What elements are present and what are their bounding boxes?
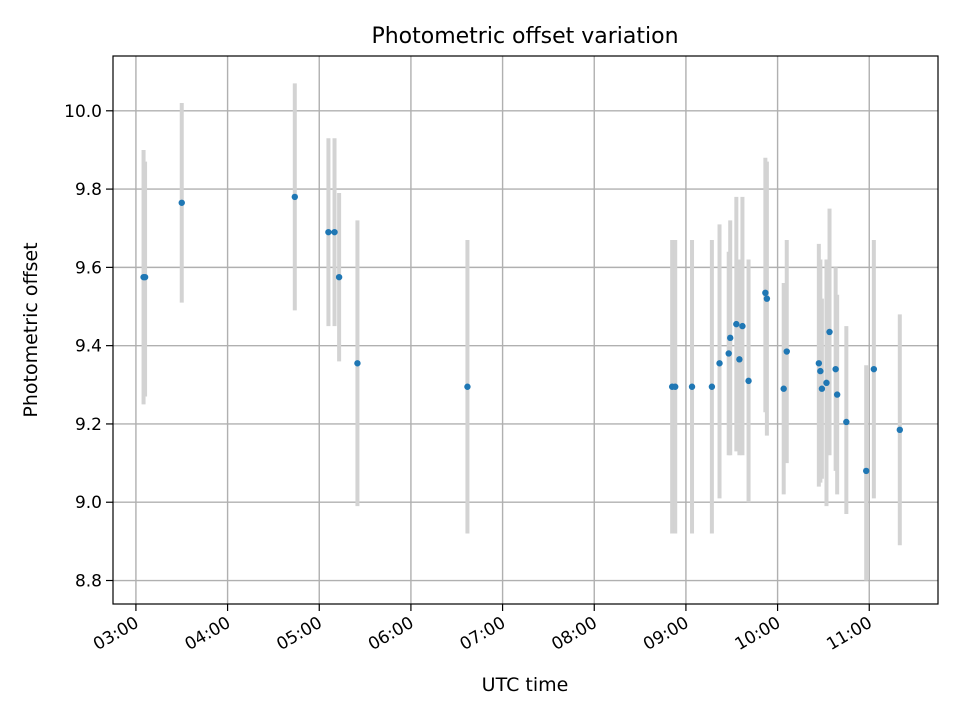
data-point	[331, 228, 338, 236]
y-tick-label: 10.0	[64, 102, 102, 122]
data-point	[826, 328, 833, 336]
data-point	[733, 320, 740, 328]
data-point	[708, 383, 716, 390]
data-point	[763, 295, 771, 302]
plot-frame	[112, 55, 939, 605]
y-tick-label: 9.0	[75, 493, 102, 513]
y-tick-label: 8.8	[75, 572, 102, 592]
data-point	[817, 367, 824, 375]
data-point	[745, 377, 752, 385]
y-tick-label: 9.2	[75, 415, 102, 435]
data-point	[178, 199, 185, 206]
data-point	[762, 289, 769, 297]
data-point	[780, 385, 787, 392]
data-point	[141, 273, 149, 281]
data-point	[716, 360, 723, 367]
data-point	[783, 348, 790, 355]
data-point	[896, 426, 904, 434]
y-tick-label: 9.8	[75, 180, 102, 200]
data-point	[725, 350, 732, 357]
data-point	[739, 322, 746, 330]
y-axis-label: Photometric offset	[20, 242, 42, 417]
grid-lines	[113, 56, 938, 604]
data-point	[727, 334, 734, 342]
data-point	[832, 365, 839, 373]
data-point	[291, 193, 299, 201]
data-point	[354, 360, 361, 367]
y-tick-label: 9.4	[75, 337, 102, 357]
data-point	[815, 360, 823, 367]
y-tick-label: 9.6	[75, 258, 102, 278]
data-point	[843, 418, 850, 426]
data-point	[688, 383, 696, 390]
data-point	[862, 467, 870, 475]
data-point	[870, 365, 878, 373]
chart-title: Photometric offset variation	[371, 24, 678, 49]
y-axis-ticks: 8.8 9.0 9.2 9.4 9.6 9.8 10.0	[64, 102, 113, 592]
data-point	[464, 383, 471, 390]
x-axis-label: UTC time	[482, 674, 569, 696]
data-point	[325, 228, 332, 236]
data-point	[672, 383, 679, 390]
data-point	[823, 379, 830, 387]
data-point	[335, 273, 343, 281]
data-point	[833, 391, 841, 398]
data-point	[818, 385, 826, 392]
data-point	[736, 356, 743, 363]
data-points	[140, 193, 904, 475]
